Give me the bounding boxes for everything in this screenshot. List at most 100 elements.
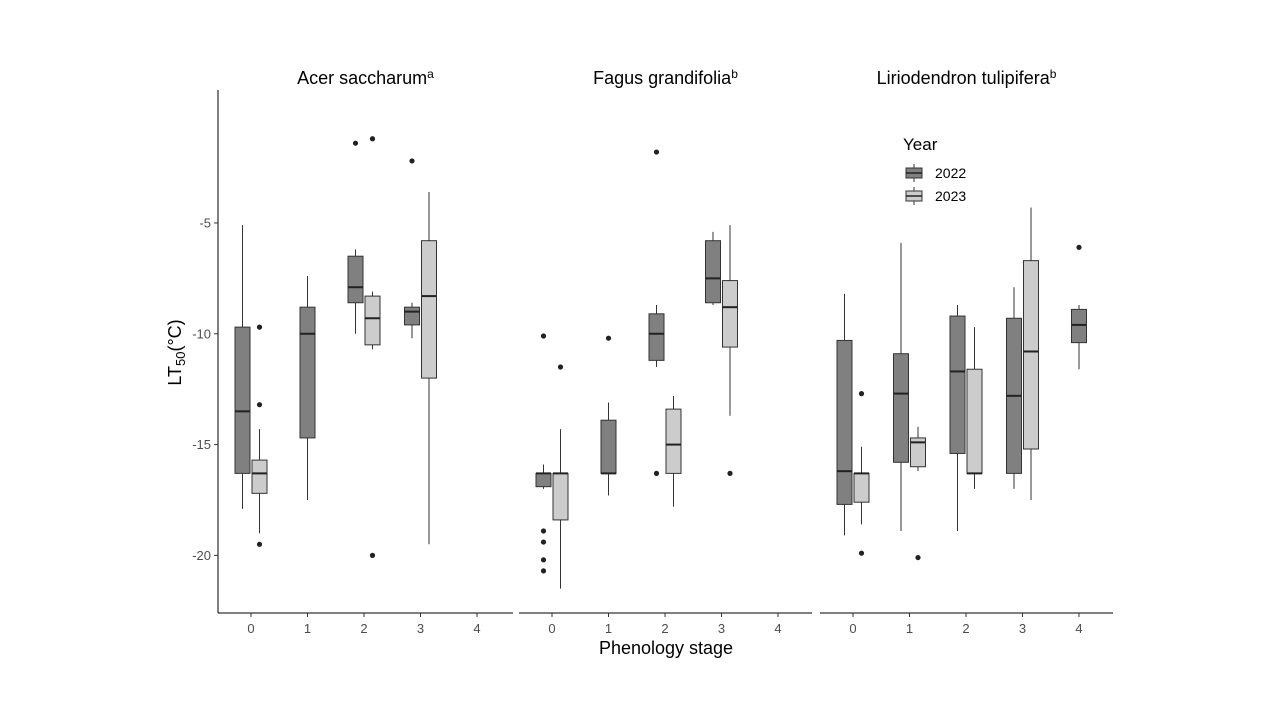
outlier-point: [858, 391, 865, 397]
box-stage0-2022: [234, 225, 251, 509]
box-stage4-2022: [1071, 244, 1087, 370]
x-tick-label: 3: [1019, 621, 1026, 636]
outlier-point: [256, 541, 263, 547]
box-stage0-2022: [535, 333, 552, 574]
outlier-point: [1076, 244, 1082, 250]
box-stage0-2023: [552, 364, 569, 589]
box-stage0-2023: [251, 324, 268, 547]
x-tick-label: 1: [906, 621, 913, 636]
x-tick-label: 2: [661, 621, 668, 636]
box-iqr: [1023, 260, 1039, 450]
x-tick-label: 0: [849, 621, 856, 636]
legend-label: 2022: [935, 165, 966, 181]
box-stage2-2022: [648, 149, 665, 476]
box-iqr: [853, 472, 870, 503]
legend: Year 2022 2023: [903, 135, 966, 205]
x-tick-label: 2: [360, 621, 367, 636]
y-tick-label: -15: [192, 437, 211, 452]
x-tick-label: 0: [247, 621, 254, 636]
outlier-point: [653, 470, 660, 476]
outlier-point: [540, 333, 547, 339]
x-tick-label: 1: [304, 621, 311, 636]
box-iqr: [234, 326, 251, 474]
y-tick-label: -5: [199, 215, 211, 230]
box-stage2-2023: [966, 327, 983, 489]
box-stage1-2022: [299, 276, 316, 500]
box-iqr: [966, 368, 983, 474]
box-iqr: [705, 240, 721, 304]
x-tick-label: 4: [1075, 621, 1082, 636]
box-iqr: [722, 280, 738, 348]
box-iqr: [648, 313, 665, 361]
box-iqr: [364, 295, 381, 346]
box-stage2-2023: [364, 136, 381, 558]
outlier-point: [858, 550, 865, 556]
x-tick-label: 4: [473, 621, 480, 636]
box-iqr: [949, 315, 966, 454]
y-tick-label: -10: [192, 326, 211, 341]
x-tick-label: 0: [548, 621, 555, 636]
outlier-point: [540, 568, 547, 574]
outlier-point: [256, 402, 263, 408]
box-stage2-2023: [665, 395, 682, 507]
x-tick-label: 2: [962, 621, 969, 636]
outlier-point: [605, 335, 612, 341]
box-iqr: [1071, 308, 1087, 344]
box-stage3-2022: [404, 158, 420, 339]
box-iqr: [552, 472, 569, 521]
legend-key-2022: [905, 164, 923, 182]
y-axis-title: LT50(°C): [165, 319, 188, 385]
box-iqr: [600, 419, 617, 474]
box-stage3-2022: [1006, 287, 1022, 489]
panel-title: Liriodendron tulipiferab: [877, 67, 1057, 88]
box-iqr: [535, 472, 552, 488]
legend-label: 2023: [935, 188, 966, 204]
box-stage0-2022: [836, 293, 853, 536]
panel-title: Acer saccharuma: [297, 67, 434, 88]
outlier-point: [653, 149, 660, 155]
box-stage0-2023: [853, 391, 870, 556]
outlier-point: [369, 552, 376, 558]
panel-1: 0 1 2 3 4 Acer saccharuma: [218, 67, 513, 636]
box-stage3-2023: [1023, 207, 1039, 500]
outlier-point: [557, 364, 564, 370]
x-tick-label: 3: [417, 621, 424, 636]
box-iqr: [910, 437, 926, 468]
panel-3: 0 1 2 3 4 Liriodendron tulipiferab: [820, 67, 1113, 636]
box-iqr: [665, 408, 682, 474]
box-stage3-2022: [705, 231, 721, 305]
outlier-point: [915, 554, 921, 561]
box-stage1-2022: [600, 335, 617, 496]
outlier-point: [352, 140, 359, 146]
outlier-point: [727, 470, 733, 476]
y-axis: -20 -15 -10 -5: [192, 90, 219, 613]
outlier-point: [540, 539, 547, 545]
y-tick-label: -20: [192, 548, 211, 563]
box-iqr: [893, 353, 909, 463]
box-stage1-2022: [893, 242, 909, 532]
outlier-point: [409, 158, 415, 164]
box-stage2-2022: [347, 140, 364, 334]
outlier-point: [256, 324, 263, 330]
box-stage1-2023: [910, 426, 926, 561]
x-tick-label: 3: [718, 621, 725, 636]
box-iqr: [404, 306, 420, 326]
box-iqr: [347, 255, 364, 304]
box-stage3-2023: [722, 225, 738, 476]
x-tick-label: 1: [605, 621, 612, 636]
box-stage3-2023: [421, 191, 437, 545]
outlier-point: [540, 528, 547, 534]
legend-title: Year: [903, 135, 938, 154]
box-iqr: [836, 339, 853, 505]
x-tick-label: 4: [774, 621, 781, 636]
box-iqr: [299, 306, 316, 439]
x-axis-title: Phenology stage: [599, 638, 733, 658]
outlier-point: [540, 557, 547, 563]
box-stage2-2022: [949, 304, 966, 532]
box-iqr: [251, 459, 268, 494]
panel-title: Fagus grandifoliab: [593, 67, 738, 88]
box-iqr: [421, 240, 437, 379]
outlier-point: [369, 136, 376, 142]
